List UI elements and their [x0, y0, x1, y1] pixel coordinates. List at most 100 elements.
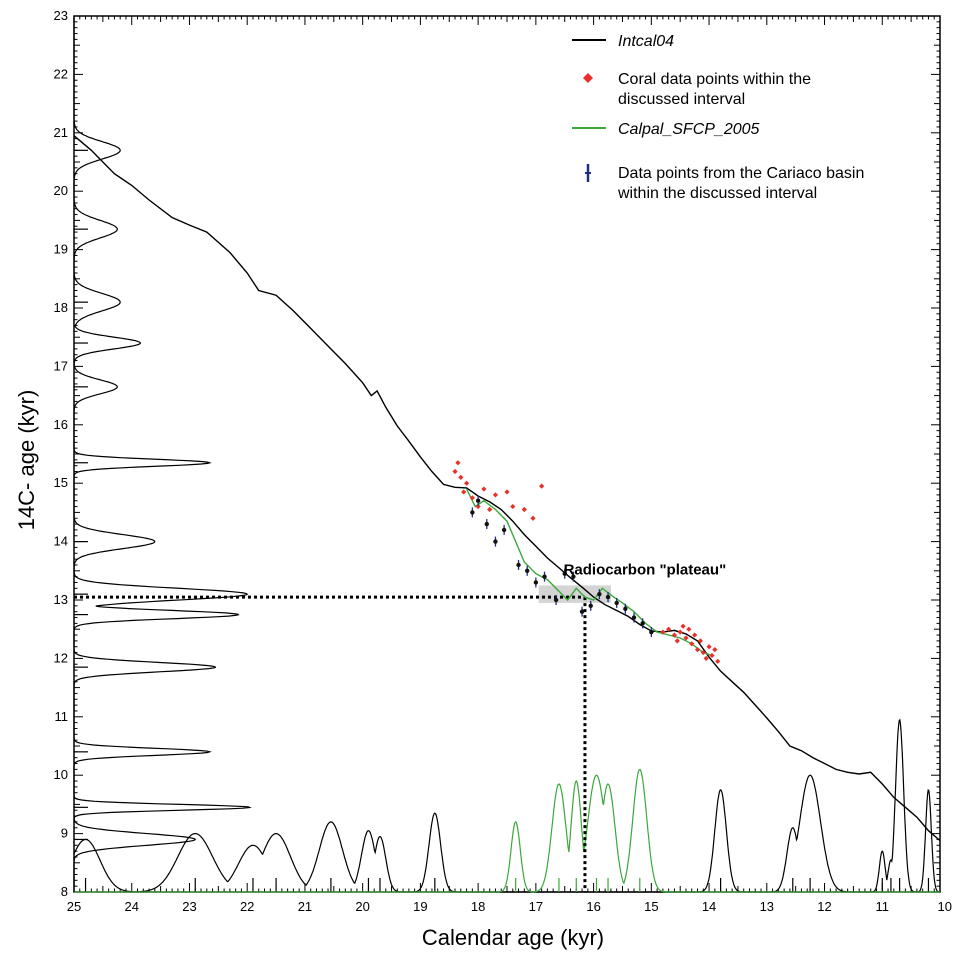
legend-label-line2: within the discussed interval	[617, 185, 817, 202]
cariaco-point	[533, 580, 539, 585]
coral-point	[694, 647, 701, 653]
plateau-annotation: Radiocarbon "plateau"	[564, 561, 727, 578]
legend-label: Coral data points within the	[618, 71, 811, 88]
coral-point	[521, 506, 527, 513]
cariaco-point	[562, 571, 567, 576]
y-tick-label: 14	[54, 534, 68, 549]
y-tick-label: 19	[54, 242, 68, 257]
cariaco-point	[623, 606, 628, 611]
coral-point	[680, 623, 686, 629]
y-tick-label: 15	[54, 475, 68, 490]
cariaco-point	[571, 574, 576, 579]
coral-point	[697, 638, 704, 644]
y-tick-label: 20	[54, 183, 68, 198]
coral-point	[683, 635, 689, 641]
coral-point	[492, 492, 499, 498]
calendar-probability-curve	[74, 768, 940, 893]
cariaco-point	[631, 615, 637, 620]
cariaco-point	[579, 609, 585, 614]
x-tick-label: 11	[876, 899, 890, 914]
y-tick-label: 11	[55, 709, 69, 724]
x-tick-label: 21	[298, 899, 312, 914]
x-tick-label: 24	[124, 899, 138, 914]
coral-point	[666, 626, 672, 632]
coral-point	[709, 652, 715, 659]
cariaco-point	[493, 539, 498, 544]
coral-point	[703, 655, 709, 661]
cariaco-point	[553, 597, 559, 603]
cariaco-point	[470, 510, 475, 515]
cariaco-point	[605, 594, 611, 600]
x-tick-label: 20	[355, 899, 369, 914]
x-tick-label: 15	[644, 899, 658, 914]
cariaco-point	[516, 562, 521, 568]
y-tick-label: 21	[54, 125, 68, 140]
x-tick-label: 23	[182, 899, 196, 914]
coral-point	[481, 486, 487, 492]
x-tick-label: 16	[586, 899, 600, 914]
x-tick-label: 10	[938, 899, 952, 914]
x-tick-label: 19	[413, 899, 427, 914]
cariaco-point	[614, 600, 619, 606]
x-tick-label: 25	[67, 899, 81, 914]
cariaco-point	[475, 498, 481, 503]
coral-point	[677, 629, 683, 635]
coral-point	[469, 495, 475, 501]
coral-point	[671, 632, 678, 638]
y-tick-label: 22	[54, 66, 68, 81]
y-tick-label: 17	[54, 358, 68, 373]
intcal04-line	[73, 135, 941, 842]
cariaco-point	[640, 621, 645, 626]
y-tick-label: 18	[54, 300, 68, 315]
cariaco-point	[597, 591, 602, 597]
coral-point	[461, 489, 467, 495]
legend-label: Intcal04	[618, 33, 674, 50]
y-tick-label: 12	[54, 650, 68, 665]
x-tick-label: 14	[702, 899, 716, 914]
legend-label: Calpal_SFCP_2005	[618, 121, 760, 138]
y-tick-label: 8	[61, 884, 68, 899]
coral-point	[487, 506, 493, 513]
coral-point	[700, 649, 706, 656]
y-tick-label: 16	[54, 417, 68, 432]
plot-area: 25 24 23 22 21 20 19 18 17 16 15 14 13 12 11 10 8 9 10 11 12…	[54, 8, 952, 914]
x-tick-label: 13	[760, 899, 774, 914]
x-axis-title: Calendar age (kyr)	[422, 925, 604, 950]
coral-point	[686, 626, 692, 632]
cariaco-point	[649, 629, 654, 635]
coral-point	[452, 468, 458, 475]
legend: Intcal04 Coral data points within the disc…	[572, 33, 864, 202]
x-tick-label: 17	[529, 899, 543, 914]
cariaco-point	[484, 521, 489, 527]
plot-frame	[73, 15, 941, 893]
calendar-probability-curve	[73, 718, 941, 893]
cariaco-point	[542, 574, 547, 579]
calpal-line	[465, 488, 713, 657]
coral-point	[458, 474, 464, 480]
legend-label-line2: discussed interval	[618, 91, 745, 108]
coral-point	[692, 632, 698, 638]
y-tick-label: 9	[61, 826, 68, 841]
cariaco-point	[501, 527, 507, 533]
coral-point	[455, 460, 461, 466]
y-tick-label: 13	[54, 592, 68, 607]
coral-point	[706, 644, 712, 650]
coral-point	[674, 638, 680, 644]
x-tick-label: 22	[240, 899, 254, 914]
coral-point	[689, 641, 695, 647]
x-tick-label: 12	[817, 899, 831, 914]
cariaco-point	[525, 568, 530, 573]
coral-point	[530, 515, 536, 521]
legend-label: Data points from the Cariaco basin	[618, 165, 864, 182]
coral-point	[660, 629, 666, 635]
coral-point	[463, 480, 470, 486]
y-tick-label: 10	[54, 767, 68, 782]
y-tick-label: 23	[54, 8, 68, 23]
cariaco-point	[588, 603, 593, 609]
x-tick-label: 18	[471, 899, 485, 914]
coral-point	[715, 658, 721, 664]
coral-point	[475, 503, 481, 510]
coral-point	[539, 483, 545, 489]
y-axis-title: 14C- age (kyr)	[14, 390, 39, 531]
